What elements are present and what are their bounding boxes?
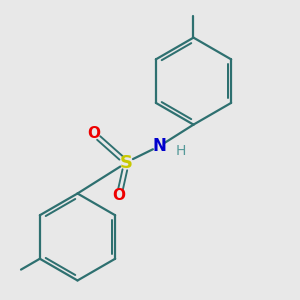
Text: O: O: [87, 126, 100, 141]
Text: O: O: [113, 188, 126, 203]
Text: S: S: [120, 154, 133, 172]
Text: N: N: [152, 137, 166, 155]
Text: H: H: [176, 144, 186, 158]
